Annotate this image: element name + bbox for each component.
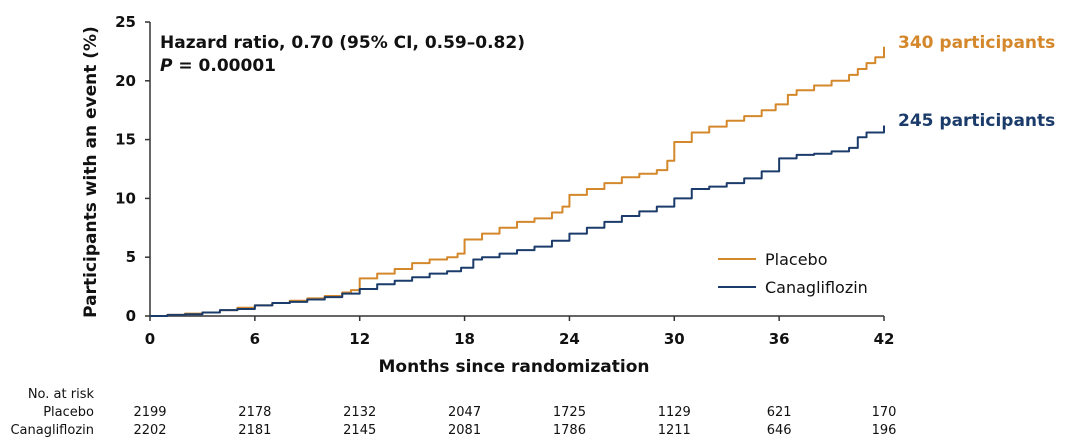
risk-value-canagliflozin: 2202 [133,423,166,438]
x-tick-label: 24 [559,330,580,348]
x-axis-title: Months since randomization [379,357,650,377]
y-tick-label: 0 [126,307,136,325]
risk-value-canagliflozin: 1211 [658,423,691,438]
risk-values: 2199 2178 2132 2047 1725 1129 621 170 2202 2181 21… [133,405,896,438]
p-value-annotation: P = 0.00001 [160,56,276,76]
risk-value-canagliflozin: 646 [767,423,792,438]
y-tick-label: 15 [115,131,136,149]
y-tick-label: 5 [126,248,136,266]
x-tick-label: 6 [250,330,260,348]
p-value-symbol: P [160,56,173,76]
y-ticks: 0 5 10 15 20 25 [115,13,150,325]
risk-value-canagliflozin: 1786 [553,423,586,438]
y-tick-label: 20 [115,72,136,90]
p-value-rest: = 0.00001 [172,56,276,76]
y-axis-title: Participants with an event (%) [81,26,101,318]
risk-value-canagliflozin: 2145 [343,423,376,438]
x-tick-label: 36 [769,330,790,348]
series-line-placebo [150,46,885,317]
x-ticks: 0 6 12 18 24 30 36 42 [145,316,895,348]
legend: Placebo Canagliflozin [718,250,868,297]
x-tick-label: 18 [454,330,475,348]
risk-row-label-placebo: Placebo [43,405,94,420]
x-tick-label: 12 [349,330,370,348]
risk-value-canagliflozin: 2081 [448,423,481,438]
y-tick-label: 10 [115,189,136,207]
risk-table-title: No. at risk [28,387,95,402]
risk-value-placebo: 170 [872,405,897,420]
risk-value-placebo: 621 [767,405,792,420]
risk-value-placebo: 2178 [238,405,271,420]
canagliflozin-end-label: 245 participants [898,111,1055,131]
legend-label-placebo: Placebo [765,250,827,269]
risk-value-placebo: 2047 [448,405,481,420]
risk-value-placebo: 2199 [133,405,166,420]
y-tick-label: 25 [115,13,136,31]
risk-value-canagliflozin: 2181 [238,423,271,438]
risk-table: No. at risk Placebo Canagliflozin 2199 21… [10,387,896,438]
x-tick-label: 30 [664,330,685,348]
x-tick-label: 0 [145,330,155,348]
x-tick-label: 42 [874,330,895,348]
series-layer [150,46,885,317]
risk-value-placebo: 1129 [658,405,691,420]
risk-value-canagliflozin: 196 [872,423,897,438]
hazard-ratio-annotation: Hazard ratio, 0.70 (95% CI, 0.59–0.82) [160,33,525,53]
series-line-canagliflozin [150,125,885,317]
risk-value-placebo: 1725 [553,405,586,420]
legend-label-canagliflozin: Canagliflozin [765,278,868,297]
risk-row-label-canagliflozin: Canagliflozin [10,423,94,438]
risk-value-placebo: 2132 [343,405,376,420]
placebo-end-label: 340 participants [898,33,1055,53]
